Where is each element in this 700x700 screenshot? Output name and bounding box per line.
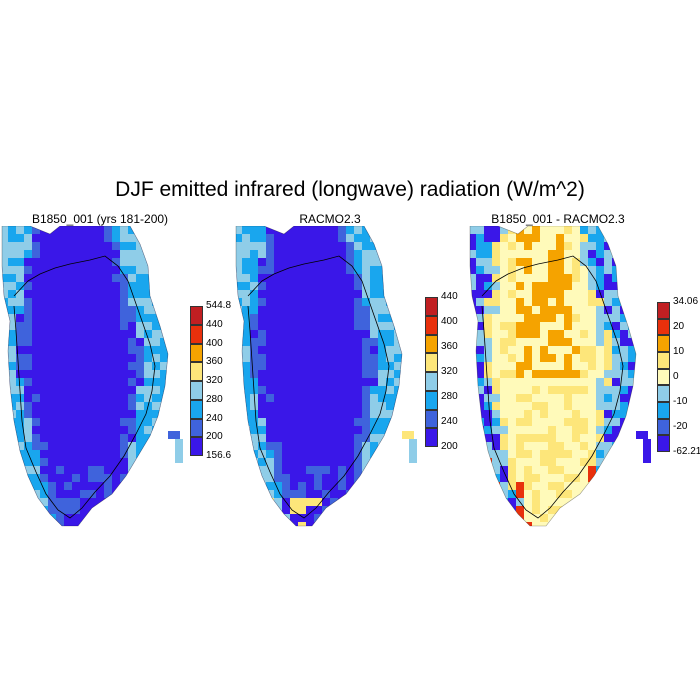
colorbar-segment [190,343,203,363]
colorbar-tick-label: 360 [441,341,458,352]
colorbar-segment [425,409,438,429]
colorbar-tick-label: 400 [206,337,223,349]
colorbar-segment [425,390,438,410]
map-panel-model [1,226,183,527]
colorbar-tick-label: 320 [206,375,223,386]
colorbar-tick-label: 200 [441,441,458,452]
colorbar-segment [657,335,670,352]
colorbar-segment [657,385,670,402]
colorbar-tick-label: 34.06 [673,296,699,307]
colorbar-tick-label: 280 [441,391,458,402]
colorbar-segment [190,418,203,438]
colorbar-segment [190,381,203,400]
colorbar-tick-label: 280 [206,393,223,405]
colorbar-segment [190,324,203,344]
colorbar-tick-label: 156.6 [206,450,232,461]
colorbar-tick-label: 240 [206,412,223,424]
colorbar-tick-label: -20 [673,421,688,432]
panel-title-difference: B1850_001 - RACMO2.3 [491,212,625,226]
colorbar-segment [425,315,438,335]
colorbar-segment [425,353,438,372]
colorbar-tick-label: 440 [441,291,458,302]
map-panel-racmo [235,226,417,527]
colorbar-segment [425,372,438,391]
colorbar-segment [657,435,670,452]
colorbar-tick-label: 10 [673,346,685,357]
figure-title: DJF emitted infrared (longwave) radiatio… [115,178,585,201]
colorbar-segment [425,334,438,354]
colorbar-tick-label: 20 [673,321,685,332]
colorbar-tick-label: 360 [206,356,223,368]
colorbar-segment [190,362,203,381]
colorbar-model: 544.8 440 400 360 320 280 240 200 156.6 [190,301,250,461]
colorbar-segment [190,306,203,325]
colorbar-difference: 34.06 20 10 0 -10 -20 -62.21 [657,297,700,457]
colorbar-segment [657,368,670,386]
colorbar-segment [657,418,670,436]
colorbar-tick-label: 0 [673,371,679,382]
colorbar-segment [190,437,203,456]
colorbar-tick-label: -62.21 [673,446,700,457]
colorbar-tick-label: 320 [441,366,458,377]
colorbar-racmo: 440 400 360 320 280 240 200 [425,292,485,452]
colorbar-tick-label: 200 [206,431,223,443]
colorbar-segment [657,302,670,319]
colorbar-tick-label: 440 [206,318,223,330]
colorbar-segment [657,352,670,369]
colorbar-segment [425,428,438,447]
panel-title-model: B1850_001 (yrs 181-200) [31,212,169,226]
colorbar-segment [190,399,203,419]
colorbar-segment [425,297,438,316]
colorbar-tick-label: 240 [441,416,458,427]
colorbar-segment [657,402,670,419]
panel-title-racmo: RACMO2.3 [299,212,361,226]
colorbar-tick-label: 544.8 [206,300,232,311]
map-panel-difference [469,226,651,527]
colorbar-tick-label: 400 [441,316,458,327]
colorbar-segment [657,318,670,336]
colorbar-tick-label: -10 [673,396,688,407]
